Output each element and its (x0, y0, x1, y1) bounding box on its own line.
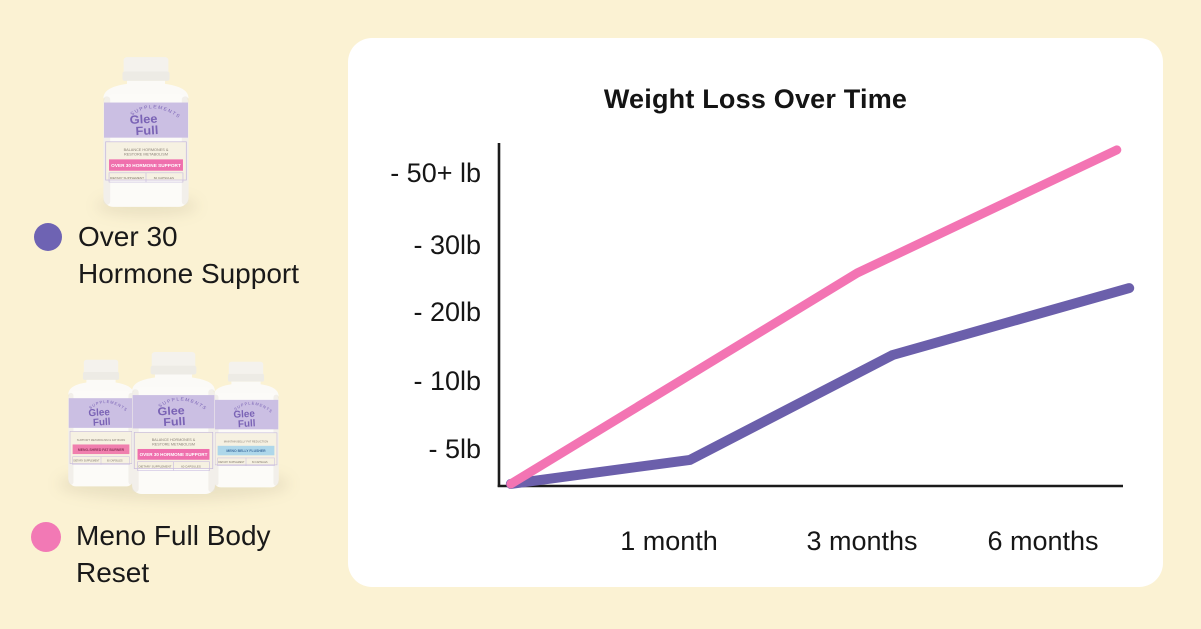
legend-item-over30: Over 30 Hormone Support (34, 218, 299, 292)
label-tagline-1: MAINTAIN BELLY FAT REDUCTION (224, 439, 269, 443)
label-band (68, 398, 134, 428)
y-tick-10lb: - 10lb (413, 366, 481, 396)
label-footer-left: DIETARY SUPPLEMENT (218, 461, 245, 464)
label-tagline-1: SUPPORT METABOLISM & FAT BURN (77, 438, 125, 442)
legend-label-line1: Meno Full Body (76, 520, 271, 551)
label-banner (109, 159, 183, 171)
chart-card: Weight Loss Over Time - 50+ lb - 30lb - … (348, 38, 1163, 587)
legend-label-line1: Over 30 (78, 221, 178, 252)
product-bottle-over30: SUPPLEMENTS Glee Full BALANCE HORMONES &… (103, 57, 189, 207)
x-tick-6-months: 6 months (987, 526, 1099, 556)
bottle-cap-rim (82, 371, 120, 380)
bottle-cap (228, 361, 264, 378)
series-line-over30-hormone-support (505, 283, 1135, 489)
bottle-shoulder (68, 379, 134, 395)
product-bottle-shred: SUPPLEMENTS Glee Full SUPPORT METABOLISM… (68, 359, 134, 487)
label-tagline-2: RESTORE METABOLISM (124, 153, 168, 157)
legend-label-line2: Reset (76, 557, 150, 588)
label-footer-right: 60 CAPSULES (154, 176, 174, 180)
bottle-cap-rim (227, 373, 265, 382)
legend-label: Over 30 Hormone Support (78, 218, 299, 292)
label-footer-left: DIETARY SUPPLEMENT (138, 465, 171, 469)
brand-name-line1: Glee (157, 404, 185, 419)
label-footer-left: DIETARY SUPPLEMENT (110, 176, 144, 180)
legend-dot-pink (31, 522, 61, 552)
legend-label: Meno Full Body Reset (76, 517, 271, 591)
x-tick-1-month: 1 month (620, 526, 718, 556)
label-band (104, 102, 188, 138)
bottle-cap-rim (122, 71, 170, 81)
brand-name-line1: Glee (129, 112, 158, 127)
brand-name-line1: Glee (88, 407, 110, 419)
label-band (132, 395, 215, 429)
label-banner-text: OVER 30 HORMONE SUPPORT (140, 452, 208, 457)
bottle-cap (83, 359, 119, 376)
bottle-cap (151, 351, 196, 370)
bottle-shoulder (103, 80, 189, 99)
brand-name-line2: Full (163, 415, 186, 429)
bottle-cap-rim (150, 365, 197, 375)
product-bottle-flusher: SUPPLEMENTS Glee Full MAINTAIN BELLY FAT… (213, 361, 279, 488)
label-banner-text: OVER 30 HORMONE SUPPORT (111, 163, 181, 168)
label-banner-text: MENO-SHRED FAT BURNER (78, 448, 125, 452)
bottle-shoulder (132, 374, 215, 392)
label-band (213, 399, 279, 430)
label-footer-right: 60 CAPSULES (252, 461, 268, 464)
y-tick-30lb: - 30lb (413, 230, 481, 260)
label-tagline-2: RESTORE METABOLISM (152, 443, 195, 447)
label-banner (72, 444, 130, 455)
product-bottle-over30-front: SUPPLEMENTS Glee Full BALANCE HORMONES &… (132, 351, 215, 495)
brand-name-line2: Full (135, 123, 159, 138)
label-footer-right: 60 CAPSULES (107, 460, 123, 463)
label-banner (137, 448, 210, 460)
brand-name-line2: Full (93, 417, 111, 429)
label-tagline-1: BALANCE HORMONES & (124, 148, 169, 152)
y-tick-50lb: - 50+ lb (390, 158, 481, 188)
chart-title: Weight Loss Over Time (603, 84, 908, 114)
label-banner-text: MENO BELLY FLUSHER (226, 449, 266, 453)
label-banner (217, 445, 275, 456)
brand-name-line2: Full (238, 418, 256, 430)
y-tick-5lb: - 5lb (428, 434, 481, 464)
brand-name-line1: Glee (233, 409, 255, 421)
y-tick-20lb: - 20lb (413, 297, 481, 327)
label-footer-box (217, 457, 275, 466)
legend-dot-purple (34, 223, 62, 251)
legend-label-line2: Hormone Support (78, 258, 300, 289)
label-tagline-1: BALANCE HORMONES & (152, 438, 196, 442)
label-footer-right: 60 CAPSULES (181, 465, 201, 469)
label-footer-left: DIETARY SUPPLEMENT (73, 460, 100, 463)
series-line-meno-full-body-reset (506, 145, 1122, 489)
legend-item-meno-reset: Meno Full Body Reset (31, 517, 271, 591)
x-tick-3-months: 3 months (806, 526, 918, 556)
bottle-shoulder (213, 381, 279, 397)
chart-plot (497, 143, 1135, 489)
bottle-cap (123, 57, 169, 76)
